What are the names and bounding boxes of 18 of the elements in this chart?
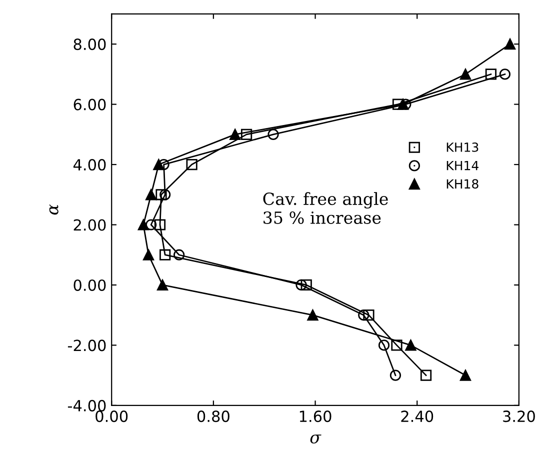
y-tick-label: 4.00 (73, 159, 106, 171)
y-tick-label: 8.00 (74, 38, 106, 50)
y-axis-title: α (49, 204, 58, 215)
y-tick-label: 6.00 (74, 98, 106, 110)
y-tick-label: -2.00 (68, 340, 106, 352)
annotation: Cav. free angle 35 % increase (263, 192, 388, 224)
x-tick-label: 1.60 (300, 410, 332, 422)
x-tick-label: 0.00 (96, 410, 128, 422)
x-tick-label: 2.40 (401, 410, 434, 422)
x-tick-label: 0.80 (197, 410, 230, 422)
x-tick-label: 3.20 (503, 410, 535, 422)
x-axis-title: σ (310, 434, 322, 444)
y-tick-label: -4.00 (68, 400, 106, 412)
legend-label: KH18 (446, 179, 478, 189)
y-tick-label: 0.00 (74, 279, 106, 291)
legend-label: KH13 (446, 142, 478, 152)
y-tick-label: 2.00 (74, 219, 106, 231)
legend-label: KH14 (446, 160, 478, 170)
